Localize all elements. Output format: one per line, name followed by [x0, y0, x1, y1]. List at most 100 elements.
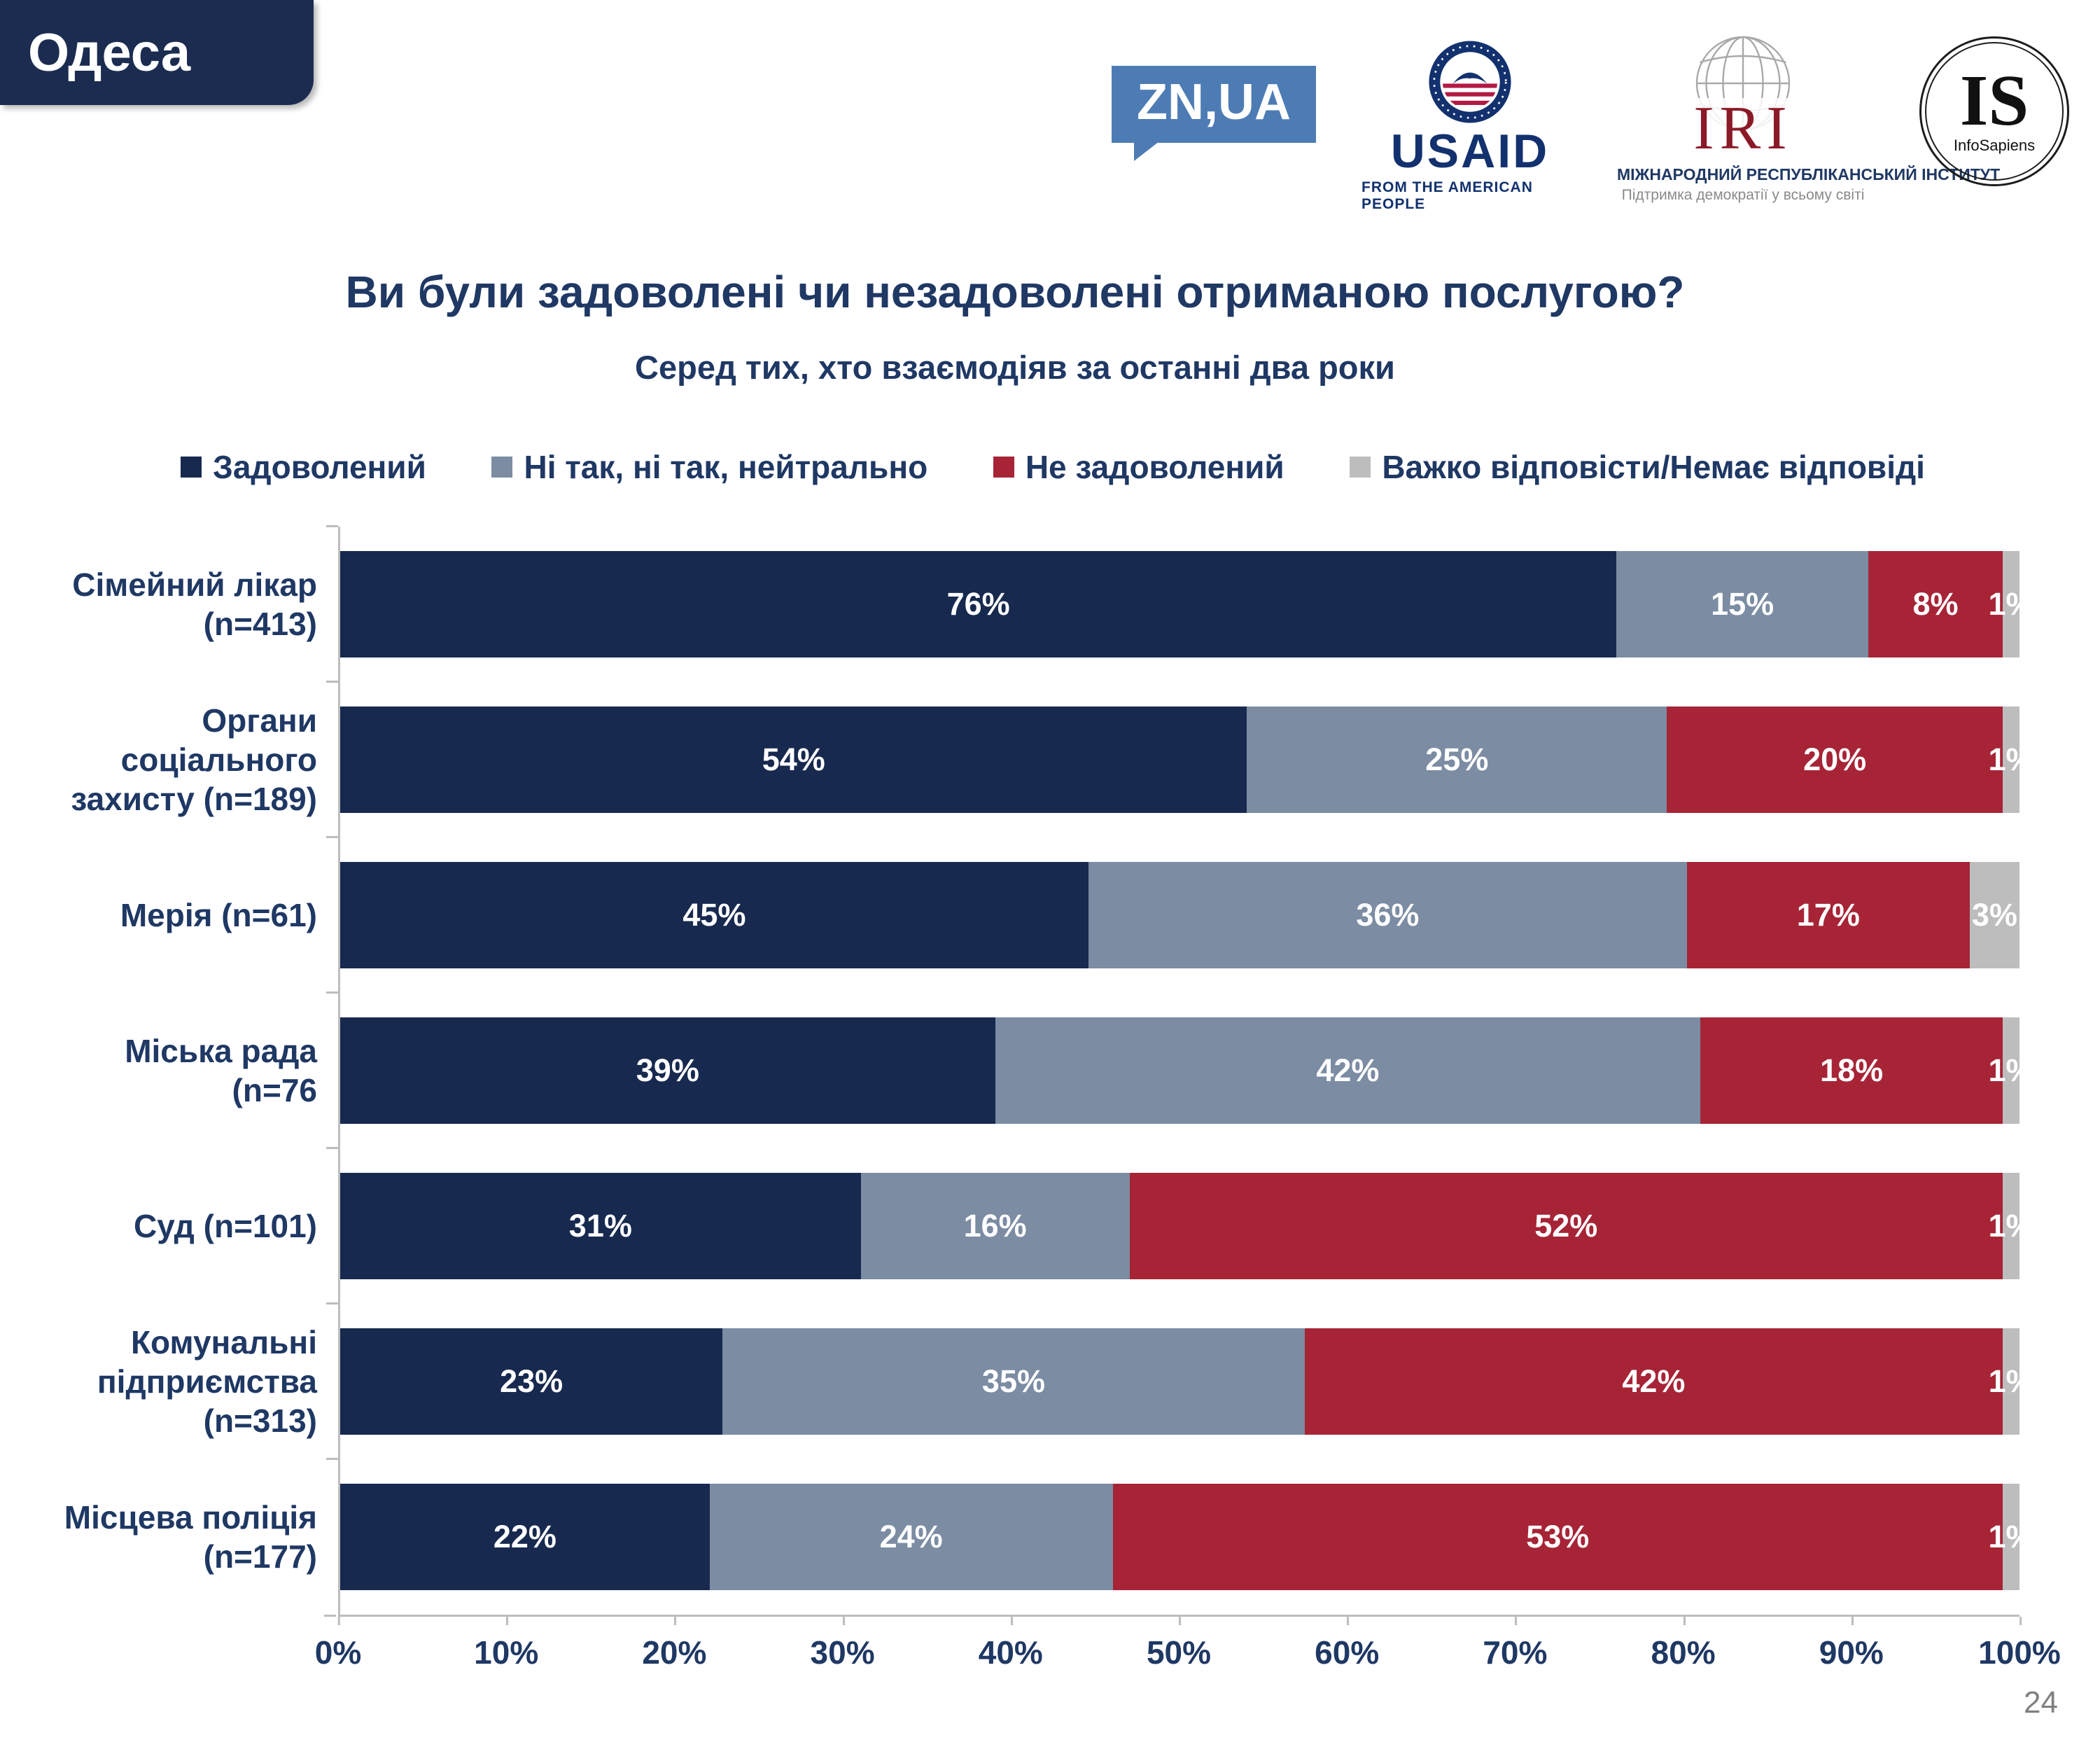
bar-segment-label: 31%	[568, 1208, 632, 1244]
bar-segment: 17%	[1686, 862, 1970, 968]
category-label: Місцева поліція (n=177)	[38, 1459, 338, 1615]
x-axis-tick-label: 70%	[1483, 1617, 1548, 1671]
bar-segment-label: 52%	[1534, 1208, 1598, 1244]
iri-logo-line2: Підтримка демократії у всьому світі	[1621, 187, 1865, 203]
category-label-line: підприємства	[97, 1363, 317, 1400]
chart-row: Міська рада (n=76 39% 42% 18% 1%	[38, 991, 2034, 1148]
x-axis-tick-label: 80%	[1651, 1617, 1716, 1671]
legend-label: Ні так, ні так, нейтрально	[524, 449, 928, 485]
bar-segment: 42%	[1304, 1328, 2003, 1435]
category-label-line: (n=313)	[203, 1403, 317, 1440]
stacked-bar: 45% 36% 17% 3%	[340, 862, 2019, 968]
chart-row: Сімейний лікар (n=413) 76% 15% 8% 1%	[38, 525, 2034, 682]
bar-segment: 35%	[722, 1328, 1305, 1435]
category-label-line: Сімейний лікар	[72, 566, 317, 603]
bar-segment-label: 3%	[1971, 897, 2017, 933]
bar-segment-label: 1%	[1988, 1363, 2034, 1399]
chart-row: Комунальні підприємства (n=313) 23% 35% 42% 1%	[38, 1302, 2034, 1459]
bar-segment-label: 76%	[946, 586, 1010, 622]
legend-item: Задоволений	[181, 448, 426, 486]
region-label-box: Одеса	[0, 0, 314, 105]
bar-segment-label: 36%	[1356, 897, 1420, 933]
category-label: Органи соціального захисту (n=189)	[38, 682, 338, 837]
iri-logo-line1: МІЖНАРОДНИЙ РЕСПУБЛІКАНСЬКИЙ ІНСТИТУТ	[1617, 165, 2001, 183]
bar-track: 39% 42% 18% 1%	[326, 991, 2034, 1148]
bar-track: 45% 36% 17% 3%	[326, 836, 2019, 993]
bar-segment: 20%	[1667, 707, 2003, 813]
category-label: Мерія (n=61)	[38, 837, 338, 993]
legend-item: Важко відповісти/Немає відповіді	[1350, 448, 1925, 486]
bar-segment: 18%	[1700, 1017, 2003, 1124]
category-label-line: Міська рада	[125, 1032, 317, 1069]
bar-segment: 3%	[1969, 862, 2019, 968]
infosapiens-logo-inner-ring: IS InfoSapiens	[1925, 42, 2064, 181]
x-axis-tick-label: 0%	[314, 1617, 362, 1671]
iri-logo-text: IRI	[1688, 98, 1798, 160]
stacked-bar: 54% 25% 20% 1%	[340, 707, 2034, 813]
category-label-line: захисту (n=189)	[71, 781, 317, 818]
bar-segment-label: 16%	[963, 1208, 1027, 1244]
bar-segment: 36%	[1088, 862, 1687, 968]
bar-track: 22% 24% 53% 1%	[326, 1458, 2034, 1615]
category-label-line: (n=177)	[203, 1538, 317, 1575]
bar-segment: 1%	[1988, 1017, 2034, 1124]
x-axis-tick-label: 100%	[1978, 1617, 2061, 1671]
category-label: Комунальні підприємства (n=313)	[38, 1304, 338, 1459]
bar-segment-label: 1%	[1988, 1208, 2034, 1244]
bar-segment: 76%	[340, 551, 1617, 657]
bar-segment: 1%	[1988, 551, 2034, 657]
bar-segment: 53%	[1112, 1484, 2003, 1590]
category-label-line: Органи	[202, 702, 317, 739]
x-axis-tick-label: 10%	[474, 1617, 539, 1671]
x-axis-tick-label: 50%	[1146, 1617, 1212, 1671]
chart-row: Органи соціального захисту (n=189) 54% 25% 20…	[38, 681, 2034, 837]
bar-segment-label: 18%	[1820, 1052, 1884, 1088]
bar-segment-label: 39%	[636, 1052, 699, 1088]
infosapiens-logo-subtitle: InfoSapiens	[1953, 136, 2036, 154]
bar-segment: 31%	[340, 1173, 861, 1279]
chart-legend: Задоволений Ні так, ні так, нейтрально Не …	[181, 448, 1925, 486]
bar-segment-label: 54%	[762, 742, 825, 777]
usaid-logo-text: USAID	[1390, 125, 1550, 178]
bar-segment: 42%	[995, 1017, 1701, 1124]
bar-segment-label: 22%	[493, 1519, 556, 1554]
bar-segment: 54%	[340, 707, 1247, 813]
category-label: Суд (n=101)	[38, 1148, 338, 1304]
usaid-emblem-icon	[1429, 41, 1511, 123]
legend-swatch	[181, 457, 202, 478]
category-label: Сімейний лікар (n=413)	[38, 527, 338, 682]
x-axis-tick-label: 60%	[1315, 1617, 1380, 1671]
x-axis-tick-label: 30%	[810, 1617, 875, 1671]
bar-segment-label: 25%	[1425, 742, 1489, 777]
chart-row: Місцева поліція (n=177) 22% 24% 53% 1%	[38, 1458, 2034, 1615]
x-axis-tick-label: 40%	[978, 1617, 1043, 1671]
legend-label: Не задоволений	[1025, 449, 1284, 485]
bar-segment: 8%	[1868, 551, 2003, 657]
stacked-bar: 22% 24% 53% 1%	[340, 1484, 2034, 1590]
category-label: Міська рада (n=76	[38, 993, 338, 1148]
stacked-bar: 31% 16% 52% 1%	[340, 1173, 2034, 1279]
bar-segment-label: 53%	[1526, 1519, 1590, 1554]
bar-segment: 23%	[340, 1328, 723, 1435]
legend-swatch	[993, 457, 1014, 478]
bar-segment-label: 24%	[879, 1519, 943, 1554]
region-label: Одеса	[28, 22, 191, 83]
bar-segment: 1%	[1988, 707, 2034, 813]
legend-item: Не задоволений	[993, 448, 1284, 486]
category-label-line: (n=76	[232, 1072, 317, 1108]
usaid-logo: USAID FROM THE AMERICAN PEOPLE	[1362, 39, 1578, 213]
bar-track: 23% 35% 42% 1%	[326, 1302, 2034, 1459]
bar-segment: 1%	[1989, 1328, 2034, 1435]
bar-segment-label: 1%	[1988, 1052, 2034, 1088]
bar-segment-label: 42%	[1622, 1363, 1686, 1399]
legend-item: Ні так, ні так, нейтрально	[491, 448, 927, 486]
infosapiens-logo: IS InfoSapiens	[1919, 36, 2069, 186]
bar-segment: 22%	[340, 1484, 710, 1590]
znua-logo: ZN,UA	[1112, 66, 1316, 161]
bar-segment-label: 35%	[981, 1363, 1045, 1399]
stacked-bar-chart: Сімейний лікар (n=413) 76% 15% 8% 1% Органи соц…	[38, 525, 2061, 1683]
bar-track: 76% 15% 8% 1%	[326, 525, 2034, 682]
bar-segment-label: 17%	[1796, 897, 1860, 933]
bar-segment: 1%	[1988, 1484, 2034, 1590]
